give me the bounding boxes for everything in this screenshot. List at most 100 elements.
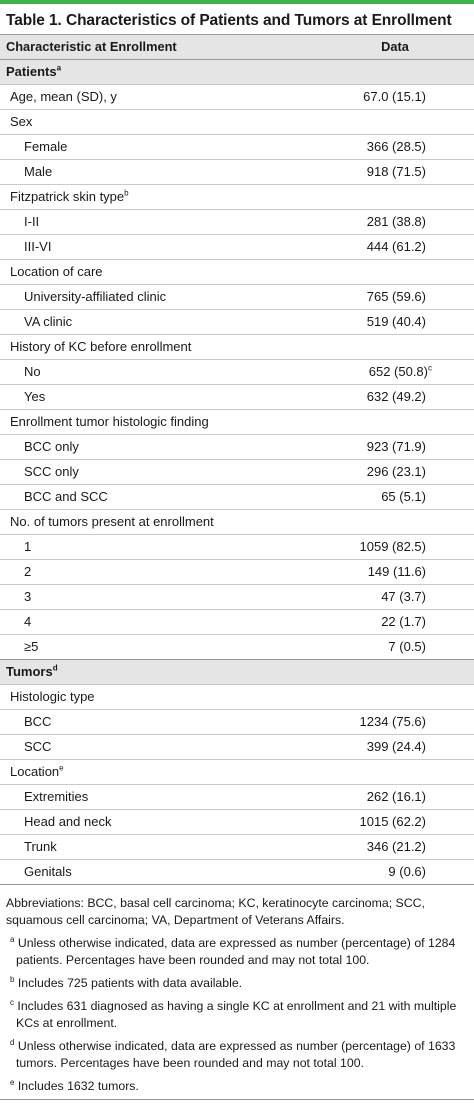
footnote-c: c Includes 631 diagnosed as having a sin…: [6, 998, 468, 1032]
age-label: Age, mean (SD), y: [10, 89, 117, 104]
row-label: ≥5: [24, 639, 39, 654]
row-label: SCC only: [24, 464, 79, 479]
row-value: 281 (38.8): [366, 214, 426, 229]
history-footnote-mark: c: [428, 363, 432, 373]
section-patients: Patientsa: [0, 59, 474, 85]
table-row: Yes 632 (49.2): [0, 384, 474, 410]
row-value: 296 (23.1): [366, 464, 426, 479]
table-row: Trunk 346 (21.2): [0, 834, 474, 860]
patients-label: Patients: [6, 64, 57, 79]
row-value: 262 (16.1): [366, 789, 426, 804]
table-row: 2 149 (11.6): [0, 559, 474, 585]
table-row: Head and neck 1015 (62.2): [0, 809, 474, 835]
row-label: Extremities: [24, 789, 89, 804]
age-value: 67.0 (15.1): [363, 89, 426, 104]
table-row: SCC only 296 (23.1): [0, 459, 474, 485]
tumors-label: Tumors: [6, 664, 53, 679]
row-label: Female: [24, 139, 68, 154]
group-skin-type: Fitzpatrick skin typeb: [0, 184, 474, 210]
sex-label: Sex: [10, 114, 33, 129]
row-label: Trunk: [24, 839, 57, 854]
footnote-b-mark: b: [10, 974, 15, 984]
table-row: BCC and SCC 65 (5.1): [0, 484, 474, 510]
histo-finding-label: Enrollment tumor histologic finding: [10, 414, 209, 429]
table-row: Male 918 (71.5): [0, 159, 474, 185]
row-value: 366 (28.5): [366, 139, 426, 154]
row-value: 149 (11.6): [367, 564, 426, 579]
row-value: 444 (61.2): [366, 239, 426, 254]
skin-footnote-mark: b: [124, 188, 129, 198]
footnote-e-mark: e: [10, 1077, 15, 1087]
row-age: Age, mean (SD), y 67.0 (15.1): [0, 84, 474, 110]
row-value: 1015 (62.2): [359, 814, 427, 829]
table-row: ≥5 7 (0.5): [0, 634, 474, 660]
group-histologic-finding: Enrollment tumor histologic finding: [0, 409, 474, 435]
table-row: BCC 1234 (75.6): [0, 709, 474, 735]
location-care-label: Location of care: [10, 264, 103, 279]
row-label: I-II: [24, 214, 40, 229]
row-value: 65 (5.1): [381, 489, 426, 504]
row-label: Male: [24, 164, 53, 179]
row-value: 519 (40.4): [366, 314, 426, 329]
table-row: III-VI 444 (61.2): [0, 234, 474, 260]
row-label: BCC only: [24, 439, 79, 454]
footnote-a-mark: a: [10, 934, 15, 944]
table-row: SCC 399 (24.4): [0, 734, 474, 760]
accent-bar: [0, 0, 474, 4]
row-label: VA clinic: [24, 314, 73, 329]
footnote-e-text: Includes 1632 tumors.: [17, 1079, 139, 1093]
row-value: 346 (21.2): [366, 839, 426, 854]
table-row: Genitals 9 (0.6): [0, 859, 474, 885]
row-value: 1059 (82.5): [359, 539, 427, 554]
group-location: Locatione: [0, 759, 474, 785]
table-row: 3 47 (3.7): [0, 584, 474, 610]
header-data: Data: [316, 34, 474, 60]
footnote-b-text: Includes 725 patients with data availabl…: [17, 976, 243, 990]
row-label: III-VI: [24, 239, 52, 254]
row-value: 7 (0.5): [388, 639, 426, 654]
table-row: 4 22 (1.7): [0, 609, 474, 635]
footnote-a-text: Unless otherwise indicated, data are exp…: [16, 936, 456, 967]
histo-type-label: Histologic type: [10, 689, 95, 704]
patients-footnote-mark: a: [56, 63, 62, 73]
row-label: BCC and SCC: [24, 489, 108, 504]
table-row: 1 1059 (82.5): [0, 534, 474, 560]
footnote-d-text: Unless otherwise indicated, data are exp…: [16, 1039, 456, 1070]
skin-label: Fitzpatrick skin type: [10, 189, 125, 204]
row-label: Head and neck: [24, 814, 112, 829]
row-label: BCC: [24, 714, 52, 729]
group-location-of-care: Location of care: [0, 259, 474, 285]
location-label: Location: [10, 764, 60, 779]
table-row: VA clinic 519 (40.4): [0, 309, 474, 335]
characteristics-table: Characteristic at Enrollment Data Patien…: [0, 34, 474, 884]
group-histologic-type: Histologic type: [0, 684, 474, 710]
table-title: Table 1. Characteristics of Patients and…: [6, 12, 452, 29]
row-label: 2: [24, 564, 32, 579]
row-value: 1234 (75.6): [359, 714, 427, 729]
row-value: 632 (49.2): [366, 389, 426, 404]
table-row: Female 366 (28.5): [0, 134, 474, 160]
row-label: No: [24, 364, 41, 379]
history-label: History of KC before enrollment: [10, 339, 192, 354]
group-sex: Sex: [0, 109, 474, 135]
footnotes: Abbreviations: BCC, basal cell carcinoma…: [0, 884, 474, 1095]
tumors-footnote-mark: d: [52, 663, 58, 673]
row-value: 918 (71.5): [366, 164, 426, 179]
table-header-row: Characteristic at Enrollment Data: [0, 34, 474, 60]
row-value: 923 (71.9): [366, 439, 426, 454]
row-value: 652 (50.8): [368, 364, 428, 379]
footnote-c-mark: c: [10, 997, 14, 1007]
section-tumors: Tumorsd: [0, 659, 474, 685]
row-value: 9 (0.6): [388, 864, 426, 879]
footnote-abbreviations: Abbreviations: BCC, basal cell carcinoma…: [6, 896, 425, 927]
row-label: 4: [24, 614, 32, 629]
table-row: No 652 (50.8)c: [0, 359, 474, 385]
header-characteristic: Characteristic at Enrollment: [0, 34, 316, 60]
table-row: BCC only 923 (71.9): [0, 434, 474, 460]
row-label: SCC: [24, 739, 52, 754]
row-value: 399 (24.4): [366, 739, 426, 754]
row-label: Genitals: [24, 864, 72, 879]
num-tumors-label: No. of tumors present at enrollment: [10, 514, 214, 529]
footnote-d-mark: d: [10, 1037, 15, 1047]
table-row: I-II 281 (38.8): [0, 209, 474, 235]
